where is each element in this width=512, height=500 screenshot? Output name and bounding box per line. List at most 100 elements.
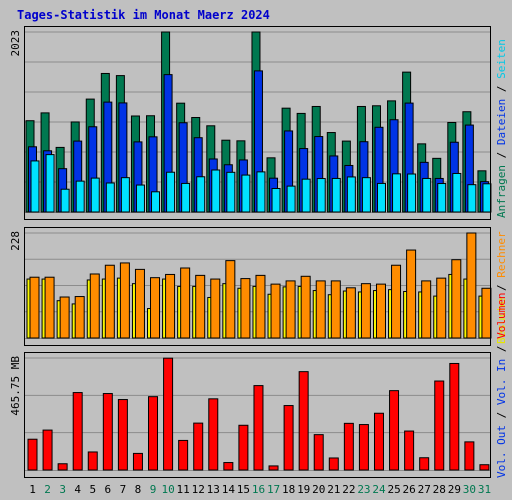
bar-seiten-29 (452, 172, 462, 213)
legend-entry-dateien: Dateien (495, 99, 508, 145)
bar-rechner-16 (255, 274, 266, 339)
bar-rechner-19 (300, 275, 311, 339)
bar-rechner-3 (59, 296, 70, 339)
bar-rechner-23 (360, 283, 371, 339)
bar-seiten-6 (105, 182, 115, 213)
x-tick-label-29: 29 (448, 483, 461, 496)
bar-volumen-27 (419, 457, 430, 471)
bar-seiten-23 (361, 177, 371, 213)
x-tick-label-19: 19 (297, 483, 310, 496)
bar-rechner-7 (119, 262, 130, 339)
legend-middle: Besuche / Rechner (495, 231, 508, 344)
bar-volumen-1 (27, 438, 38, 471)
bar-seiten-10 (166, 171, 176, 213)
bar-rechner-26 (406, 249, 417, 339)
bar-seiten-1 (30, 160, 40, 213)
bar-volumen-16 (253, 385, 264, 471)
panel-2: 228 (9, 227, 492, 346)
bar-volumen-2 (42, 429, 53, 471)
bar-rechner-29 (451, 259, 462, 339)
x-tick-label-13: 13 (207, 483, 220, 496)
bar-volumen-12 (193, 422, 204, 471)
bar-seiten-28 (437, 183, 447, 213)
bar-rechner-10 (165, 273, 176, 339)
x-tick-label-4: 4 (74, 483, 81, 496)
bar-seiten-13 (211, 169, 221, 213)
bar-volumen-24 (373, 412, 384, 471)
bar-rechner-12 (195, 274, 206, 339)
x-tick-label-20: 20 (312, 483, 325, 496)
bar-rechner-11 (180, 267, 191, 339)
bar-volumen-20 (313, 434, 324, 471)
bar-rechner-22 (345, 287, 356, 339)
bar-rechner-20 (315, 280, 326, 339)
x-tick-label-17: 17 (267, 483, 280, 496)
panel-1: 2023 (9, 26, 492, 220)
x-tick-label-3: 3 (59, 483, 66, 496)
bar-volumen-21 (328, 457, 339, 471)
bar-seiten-2 (45, 154, 55, 213)
legend-top: Anfragen / Dateien / Seiten (495, 39, 508, 218)
bar-rechner-31 (481, 287, 492, 339)
bar-volumen-30 (464, 441, 475, 471)
bar-seiten-17 (271, 188, 281, 213)
legend-entry-vol-in: Vol. In (495, 359, 508, 405)
x-tick-label-10: 10 (161, 483, 174, 496)
x-tick-label-27: 27 (418, 483, 431, 496)
x-tick-label-18: 18 (282, 483, 295, 496)
x-tick-label-22: 22 (342, 483, 355, 496)
bar-rechner-8 (134, 268, 145, 339)
x-tick-label-2: 2 (44, 483, 51, 496)
x-tick-label-9: 9 (150, 483, 157, 496)
bar-volumen-14 (223, 462, 234, 471)
bar-volumen-19 (298, 371, 309, 471)
bar-rechner-21 (330, 280, 341, 339)
bar-volumen-3 (57, 463, 68, 471)
bar-rechner-28 (436, 277, 447, 339)
x-tick-label-30: 30 (463, 483, 476, 496)
bar-volumen-9 (148, 396, 159, 471)
y-max-label: 228 (9, 231, 22, 251)
x-tick-label-6: 6 (105, 483, 112, 496)
bar-seiten-24 (376, 182, 386, 213)
bar-volumen-4 (72, 392, 83, 471)
x-tick-label-15: 15 (237, 483, 250, 496)
plot-frame (24, 26, 491, 220)
bar-volumen-13 (208, 398, 219, 471)
bar-volumen-25 (389, 390, 400, 471)
bar-seiten-7 (120, 177, 130, 213)
bar-volumen-23 (358, 424, 369, 471)
bar-seiten-20 (316, 178, 326, 213)
bar-rechner-27 (421, 280, 432, 339)
bar-rechner-2 (44, 276, 55, 339)
x-tick-label-21: 21 (327, 483, 340, 496)
legend-entry-seiten: Seiten (495, 39, 508, 79)
bar-rechner-15 (240, 278, 251, 339)
legend-entry-besuche: Besuche (495, 298, 508, 344)
plot-frame (24, 227, 491, 346)
bar-rechner-6 (104, 264, 115, 339)
bar-volumen-26 (404, 430, 415, 471)
bar-volumen-5 (87, 451, 98, 471)
x-tick-label-11: 11 (177, 483, 190, 496)
bar-seiten-3 (60, 188, 70, 213)
x-tick-label-7: 7 (120, 483, 127, 496)
bar-seiten-11 (181, 182, 191, 213)
bar-volumen-15 (238, 424, 249, 471)
bar-seiten-9 (151, 191, 161, 213)
bar-volumen-31 (479, 464, 490, 471)
bar-rechner-13 (210, 278, 221, 339)
bar-volumen-22 (343, 422, 354, 471)
bar-rechner-17 (270, 283, 281, 339)
bar-volumen-18 (283, 405, 294, 471)
x-tick-label-8: 8 (135, 483, 142, 496)
chart-title: Tages-Statistik im Monat Maerz 2024 (17, 8, 270, 22)
bar-volumen-17 (268, 465, 279, 471)
x-tick-label-23: 23 (357, 483, 370, 496)
bar-rechner-1 (29, 276, 40, 339)
bar-seiten-5 (90, 177, 100, 213)
bar-volumen-8 (132, 452, 143, 471)
bar-rechner-18 (285, 280, 296, 339)
x-tick-label-16: 16 (252, 483, 265, 496)
x-tick-label-5: 5 (89, 483, 96, 496)
